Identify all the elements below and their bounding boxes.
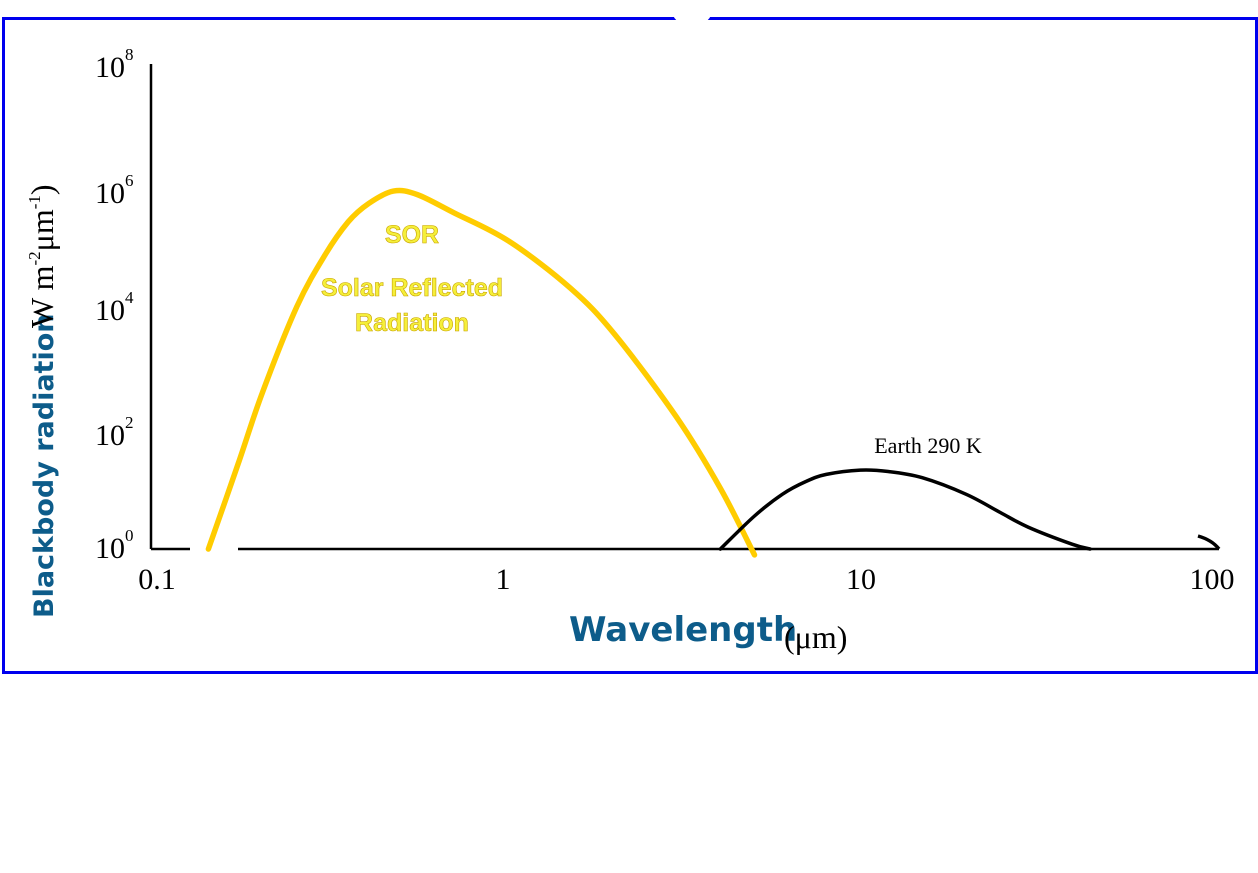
frame-notch <box>672 10 712 24</box>
series-line-earth <box>718 468 1092 551</box>
chart-frame <box>2 17 1258 674</box>
y-tick-label-3: 106 <box>95 171 134 210</box>
series-label-earth: Earth 290 K <box>874 433 982 458</box>
series-label-sor: SOR <box>385 221 439 249</box>
y-tick-label-1: 102 <box>95 413 134 452</box>
series-annotation-line-2: Radiation <box>355 309 469 337</box>
x-axis-unit: (μm) <box>784 619 847 655</box>
y-tick-label-4: 108 <box>95 45 134 84</box>
x-tick-label-2: 10 <box>846 563 876 596</box>
y-tick-label-2: 104 <box>95 288 134 327</box>
x-tick-label-0: 0.1 <box>138 563 176 596</box>
y-axis-unit: W m-2μm-1) <box>24 184 60 328</box>
x-tick-label-1: 1 <box>496 563 511 596</box>
y-tick-label-0: 100 <box>95 526 134 565</box>
series-annotation-line-1: Solar Reflected <box>321 274 503 302</box>
x-axis-label: Wavelength <box>569 610 797 650</box>
axis-end-mark <box>1197 534 1221 551</box>
x-tick-label-3: 100 <box>1190 563 1235 596</box>
y-axis-title: Blackbody radiation W m-2μm-1) <box>24 184 60 618</box>
series-line-sor <box>205 187 758 558</box>
y-axis-label: Blackbody radiation <box>29 314 60 619</box>
